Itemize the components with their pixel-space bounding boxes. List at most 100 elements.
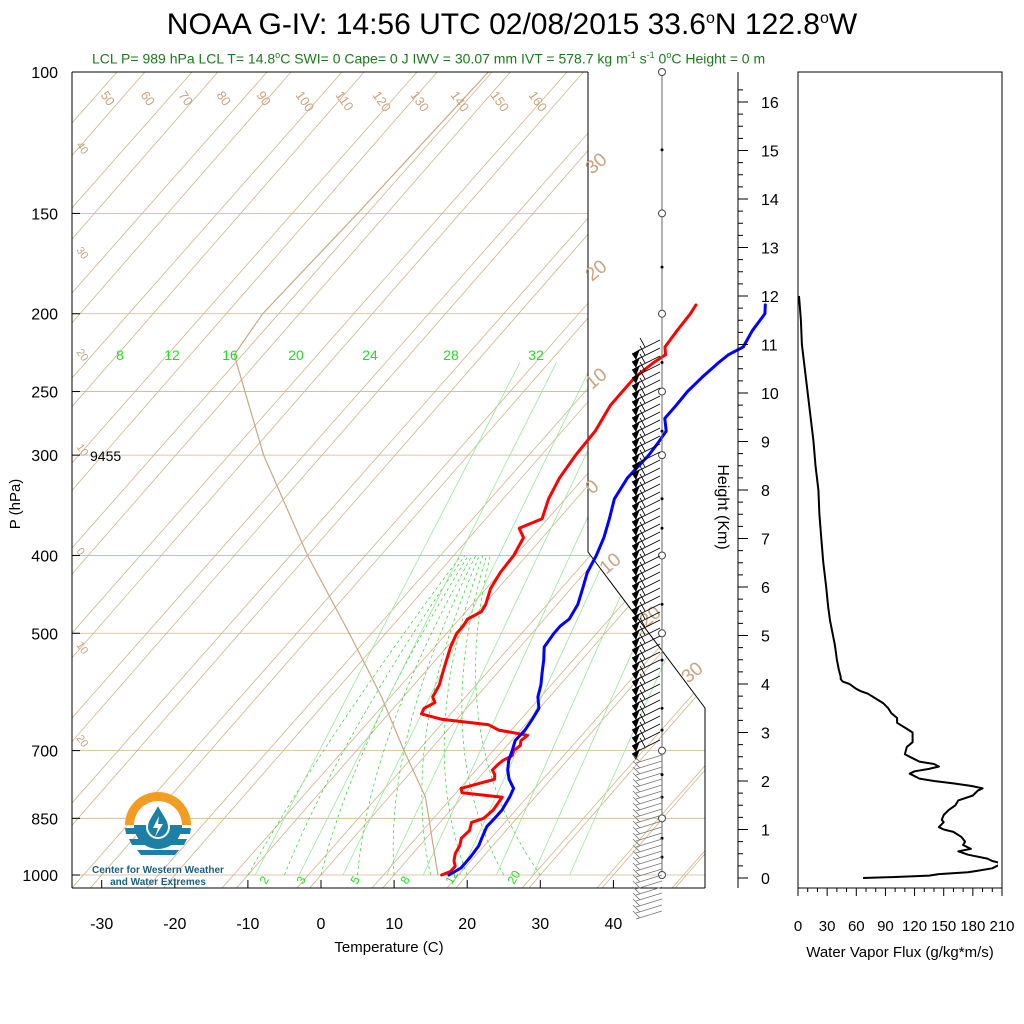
wind-barb — [631, 337, 661, 360]
wind-barb-flag — [632, 653, 640, 664]
wind-barb — [632, 784, 663, 794]
wind-barb-feather — [639, 425, 646, 436]
wind-barb-shaft — [635, 766, 663, 776]
mixing-ratio-label: 20 — [288, 347, 304, 363]
height-tick-label: 16 — [761, 95, 779, 112]
wind-barb — [631, 529, 661, 552]
moist-adiabat-line — [247, 555, 462, 876]
wind-level-marker — [658, 387, 666, 396]
flux-tick-label: 0 — [794, 918, 802, 935]
wind-barb-feather — [632, 892, 641, 901]
wind-barb-shaft — [635, 892, 663, 902]
dry-adiabat-label: 10 — [596, 549, 626, 579]
wind-barb — [631, 609, 661, 632]
isotherm-line — [378, 72, 705, 888]
dry-adiabat-line — [72, 72, 268, 888]
wind-barb-flag — [632, 637, 640, 648]
wind-barb-flag — [632, 605, 640, 616]
wind-barb-flag — [632, 357, 640, 368]
flux-tick-label: 210 — [989, 918, 1014, 935]
mixing-ratio-line — [298, 362, 557, 876]
wind-barb — [632, 892, 663, 902]
wind-barb-flag — [632, 381, 640, 392]
wind-barb-shaft — [635, 898, 663, 908]
wind-barb-flag — [632, 349, 640, 360]
isotherm-label: 130 — [408, 88, 433, 114]
wind-barb-feather — [639, 585, 646, 596]
dry-adiabat-label: 10 — [74, 442, 91, 459]
dewpoint-profile-line — [447, 303, 767, 877]
mixing-ratio-label: 28 — [443, 347, 459, 363]
wind-barb — [631, 633, 661, 656]
height-tick-label: 11 — [761, 338, 778, 355]
wind-barb-feather — [632, 838, 641, 847]
height-tick-label: 5 — [761, 629, 770, 646]
dry-adiabat-line — [72, 72, 193, 888]
wind-barb — [631, 417, 661, 440]
cw3e-logo-line2: and Water Extremes — [110, 877, 206, 888]
wind-barb — [631, 521, 661, 544]
dry-adiabat-line — [296, 72, 705, 888]
wind-barb-shaft — [635, 778, 663, 788]
wind-barb-feather — [639, 409, 646, 420]
wind-barb-feather — [639, 377, 646, 388]
wind-level-marker — [658, 68, 666, 76]
wind-barb-flag — [632, 445, 640, 456]
wind-barb-feather — [639, 649, 646, 660]
moist-adiabat-line — [475, 555, 541, 876]
wind-barb-feather — [639, 553, 646, 564]
wind-barb-flag — [632, 373, 640, 384]
wind-barb-feather — [639, 721, 646, 732]
moist-adiabat-line — [320, 555, 469, 876]
wind-barb — [632, 832, 663, 842]
dry-adiabat-line — [371, 72, 705, 888]
wind-barb — [632, 820, 663, 830]
wind-barb-flag — [632, 517, 640, 528]
dry-adiabat-line — [72, 72, 343, 888]
flux-tick-label: 30 — [819, 918, 836, 935]
wind-barb — [631, 713, 661, 736]
mixing-ratio-label: 12 — [164, 347, 180, 363]
wind-barb-shaft — [635, 760, 663, 770]
height-tick-label: 0 — [761, 871, 770, 888]
wind-barb-feather — [639, 561, 646, 572]
dry-adiabat-line — [72, 72, 643, 888]
flux-panel-frame — [797, 71, 1003, 889]
wind-barb — [631, 377, 661, 400]
wind-barb-shaft — [635, 808, 663, 818]
y-tick-label: 400 — [31, 548, 58, 565]
wind-barb-feather — [639, 569, 646, 580]
wind-barb-feather — [639, 625, 646, 636]
wind-barb — [631, 385, 661, 408]
wind-barb-flag — [632, 453, 640, 464]
isotherm-line — [72, 72, 365, 888]
isotherm-line — [452, 72, 705, 888]
wind-barb — [631, 625, 661, 648]
wind-barb — [631, 497, 661, 520]
wind-barb-shaft — [635, 784, 663, 794]
dry-adiabat-line — [521, 72, 705, 888]
y-tick-label: 850 — [31, 811, 58, 828]
wind-barb-shaft — [635, 880, 663, 890]
y-tick-label: 1000 — [22, 868, 58, 885]
wind-barb-flag — [632, 525, 640, 536]
wind-barb-feather — [632, 856, 641, 865]
height-tick-label: 8 — [761, 483, 770, 500]
wind-barb-feather — [632, 784, 641, 793]
wind-barb-feather — [639, 537, 646, 548]
y-tick-label: 500 — [31, 626, 58, 643]
wind-barb-feather — [639, 529, 646, 540]
wind-barb-flag — [632, 589, 640, 600]
wind-barb-feather — [639, 673, 646, 684]
wind-barb-flag — [632, 533, 640, 544]
wind-barb-flag — [632, 437, 640, 448]
wind-barb — [631, 601, 661, 624]
wind-barb-flag — [632, 685, 640, 696]
dry-adiabat-line — [72, 72, 493, 888]
wind-barb-shaft — [635, 868, 663, 878]
wind-barb-flag — [632, 573, 640, 584]
wind-barb-feather — [639, 353, 646, 364]
wind-barb — [631, 425, 661, 448]
wind-barb-feather — [632, 904, 641, 913]
wind-barb — [632, 844, 663, 854]
